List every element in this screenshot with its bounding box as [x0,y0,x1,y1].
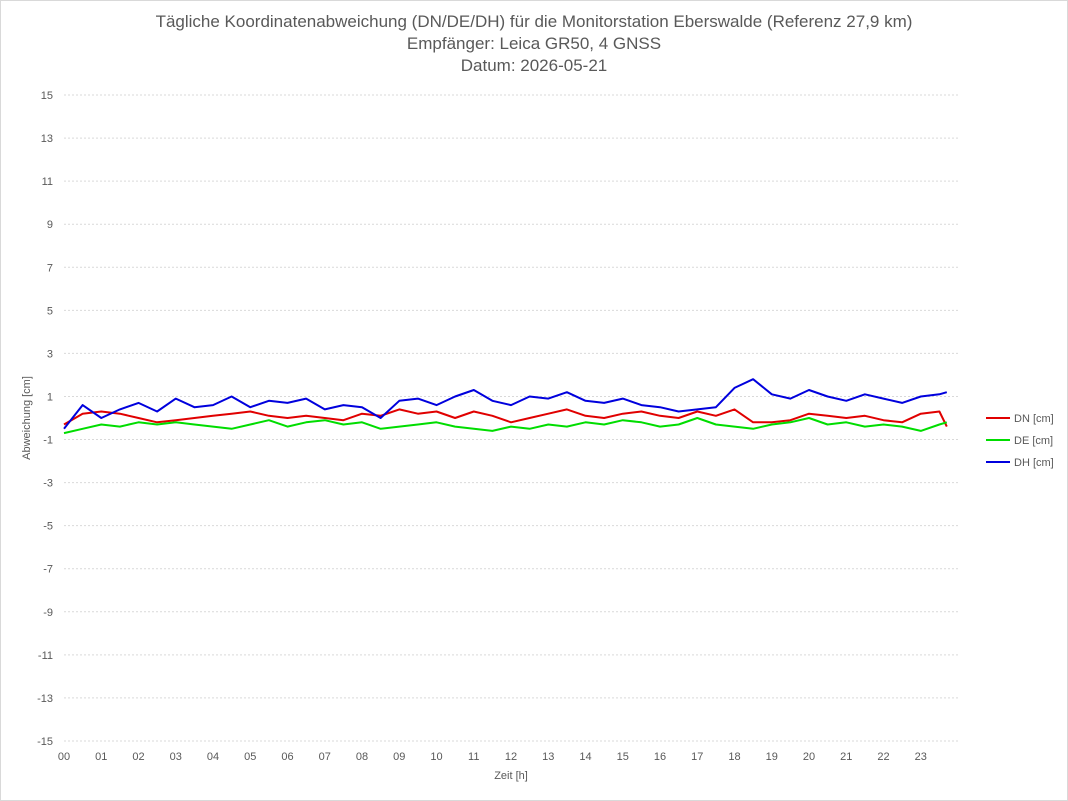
y-tick-label: 13 [41,133,53,145]
x-tick-label: 11 [468,751,479,763]
x-tick-label: 13 [542,751,554,763]
y-tick-label: -15 [37,736,53,748]
x-tick-label: 01 [95,751,107,763]
series-line [63,408,948,428]
y-tick-label: -3 [43,478,53,490]
series-line [63,417,948,435]
y-tick-labels: 15 13 11 9 7 5 3 1 -1 -3 -5 -7 -9 -11 -13 -15 [37,90,53,748]
x-tick-label: 22 [877,751,889,763]
y-axis-title: Abweichung [cm] [21,376,33,460]
x-tick-label: 14 [579,751,591,763]
y-tick-label: 11 [42,176,53,188]
x-tick-label: 04 [207,751,219,763]
y-tick-label: 7 [47,262,53,274]
legend-label: DE [cm] [1014,435,1053,447]
x-axis-title: Zeit [h] [494,770,528,782]
series-lines [63,378,948,435]
legend-label: DN [cm] [1014,413,1054,425]
y-tick-label: 3 [47,348,53,360]
chart-subtitle-date: Datum: 2026-05-21 [460,56,608,75]
x-tick-label: 00 [58,751,70,763]
x-tick-label: 06 [281,751,293,763]
x-tick-label: 20 [803,751,815,763]
x-tick-label: 10 [430,751,442,763]
x-tick-label: 05 [244,751,256,763]
x-tick-label: 17 [691,751,703,763]
chart-subtitle-receiver: Empfänger: Leica GR50, 4 GNSS [406,34,662,53]
y-tick-label: 15 [41,90,53,102]
x-tick-label: 21 [840,751,852,763]
x-tick-label: 16 [654,751,666,763]
y-tick-label: -13 [37,693,53,705]
x-tick-label: 12 [505,751,517,763]
x-tick-labels: 00 01 02 03 04 05 06 07 08 09 10 11 12 13 14 15 16 17 18 19… [58,751,927,763]
y-tick-label: 9 [47,219,53,231]
series-line [63,378,948,430]
x-tick-label: 19 [766,751,778,763]
y-tick-label: 5 [47,305,53,317]
y-tick-label: -5 [43,521,53,533]
y-tick-label: 1 [47,391,53,403]
chart-titles: Tägliche Koordinatenabweichung (DN/DE/DH… [0,11,1068,77]
x-tick-label: 23 [915,751,927,763]
x-tick-label: 07 [319,751,331,763]
y-tick-label: -7 [43,564,53,576]
x-tick-label: 18 [728,751,740,763]
x-tick-label: 09 [393,751,405,763]
chart-title: Tägliche Koordinatenabweichung (DN/DE/DH… [155,12,913,31]
x-tick-label: 02 [132,751,144,763]
grid-lines [64,94,958,742]
x-tick-label: 08 [356,751,368,763]
y-tick-label: -9 [43,607,53,619]
y-tick-label: -1 [43,435,53,447]
y-tick-label: -11 [38,650,53,662]
legend: DN [cm] DE [cm] DH [cm] [986,413,1054,469]
x-tick-label: 03 [170,751,182,763]
legend-label: DH [cm] [1014,457,1054,469]
x-tick-label: 15 [617,751,629,763]
